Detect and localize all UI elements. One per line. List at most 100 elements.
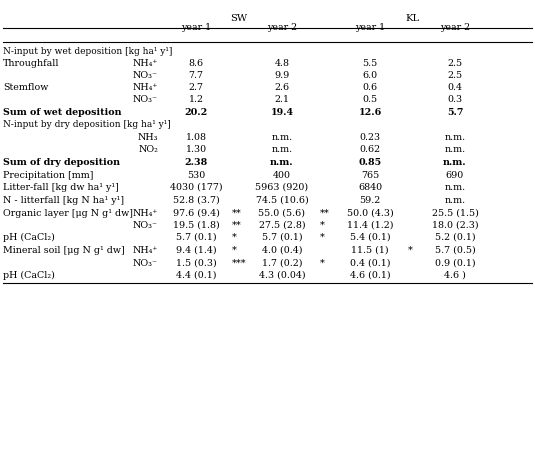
- Text: 7.7: 7.7: [188, 71, 203, 80]
- Text: NO₃⁻: NO₃⁻: [133, 95, 158, 104]
- Text: pH (CaCl₂): pH (CaCl₂): [3, 271, 55, 280]
- Text: 9.4 (1.4): 9.4 (1.4): [175, 246, 216, 255]
- Text: NH₄⁺: NH₄⁺: [133, 246, 158, 255]
- Text: Sum of dry deposition: Sum of dry deposition: [3, 158, 120, 167]
- Text: 5.2 (0.1): 5.2 (0.1): [434, 233, 475, 242]
- Text: 2.7: 2.7: [188, 83, 203, 92]
- Text: NH₄⁺: NH₄⁺: [133, 83, 158, 92]
- Text: 0.5: 0.5: [362, 95, 378, 104]
- Text: 0.6: 0.6: [362, 83, 378, 92]
- Text: *: *: [408, 246, 413, 255]
- Text: 2.1: 2.1: [274, 95, 289, 104]
- Text: SW: SW: [231, 14, 248, 23]
- Text: NO₃⁻: NO₃⁻: [133, 71, 158, 80]
- Text: year 2: year 2: [267, 23, 297, 32]
- Text: pH (CaCl₂): pH (CaCl₂): [3, 233, 55, 242]
- Text: 0.85: 0.85: [358, 158, 381, 167]
- Text: n.m.: n.m.: [445, 183, 465, 192]
- Text: Throughfall: Throughfall: [3, 59, 59, 68]
- Text: NH₄⁺: NH₄⁺: [133, 59, 158, 68]
- Text: 4.6 (0.1): 4.6 (0.1): [350, 271, 391, 280]
- Text: 12.6: 12.6: [358, 108, 381, 117]
- Text: 9.9: 9.9: [274, 71, 289, 80]
- Text: 20.2: 20.2: [185, 108, 208, 117]
- Text: n.m.: n.m.: [445, 145, 465, 154]
- Text: NH₃: NH₃: [137, 133, 158, 142]
- Text: NO₂: NO₂: [138, 145, 158, 154]
- Text: 0.9 (0.1): 0.9 (0.1): [434, 259, 475, 268]
- Text: 11.4 (1.2): 11.4 (1.2): [347, 221, 393, 230]
- Text: **: **: [232, 209, 242, 218]
- Text: n.m.: n.m.: [445, 133, 465, 142]
- Text: 4.4 (0.1): 4.4 (0.1): [176, 271, 216, 280]
- Text: 1.08: 1.08: [186, 133, 207, 142]
- Text: 1.5 (0.3): 1.5 (0.3): [175, 259, 216, 268]
- Text: 5.7 (0.1): 5.7 (0.1): [175, 233, 216, 242]
- Text: Precipitation [mm]: Precipitation [mm]: [3, 171, 94, 180]
- Text: 2.38: 2.38: [185, 158, 208, 167]
- Text: 1.7 (0.2): 1.7 (0.2): [262, 259, 302, 268]
- Text: 52.8 (3.7): 52.8 (3.7): [173, 196, 219, 205]
- Text: 0.23: 0.23: [360, 133, 380, 142]
- Text: **: **: [320, 209, 330, 218]
- Text: 5.5: 5.5: [362, 59, 378, 68]
- Text: Organic layer [μg N g¹ dw]: Organic layer [μg N g¹ dw]: [3, 209, 133, 218]
- Text: N - litterfall [kg N ha¹ y¹]: N - litterfall [kg N ha¹ y¹]: [3, 196, 124, 205]
- Text: Mineral soil [μg N g¹ dw]: Mineral soil [μg N g¹ dw]: [3, 246, 125, 255]
- Text: n.m.: n.m.: [271, 133, 293, 142]
- Text: year 1: year 1: [181, 23, 211, 32]
- Text: 97.6 (9.4): 97.6 (9.4): [173, 209, 219, 218]
- Text: *: *: [232, 233, 237, 242]
- Text: 4.0 (0.4): 4.0 (0.4): [262, 246, 302, 255]
- Text: 4.8: 4.8: [274, 59, 289, 68]
- Text: 6.0: 6.0: [362, 71, 378, 80]
- Text: 6840: 6840: [358, 183, 382, 192]
- Text: 8.6: 8.6: [188, 59, 203, 68]
- Text: 765: 765: [361, 171, 379, 180]
- Text: NO₃⁻: NO₃⁻: [133, 259, 158, 268]
- Text: 2.5: 2.5: [447, 59, 463, 68]
- Text: 11.5 (1): 11.5 (1): [351, 246, 389, 255]
- Text: 19.4: 19.4: [270, 108, 294, 117]
- Text: 59.2: 59.2: [360, 196, 380, 205]
- Text: Stemflow: Stemflow: [3, 83, 48, 92]
- Text: NO₃⁻: NO₃⁻: [133, 221, 158, 230]
- Text: 0.4 (0.1): 0.4 (0.1): [350, 259, 390, 268]
- Text: n.m.: n.m.: [270, 158, 294, 167]
- Text: 5963 (920): 5963 (920): [255, 183, 309, 192]
- Text: year 1: year 1: [355, 23, 385, 32]
- Text: n.m.: n.m.: [271, 145, 293, 154]
- Text: 19.5 (1.8): 19.5 (1.8): [173, 221, 219, 230]
- Text: 5.7 (0.5): 5.7 (0.5): [434, 246, 476, 255]
- Text: NH₄⁺: NH₄⁺: [133, 209, 158, 218]
- Text: n.m.: n.m.: [443, 158, 467, 167]
- Text: 55.0 (5.6): 55.0 (5.6): [258, 209, 305, 218]
- Text: 25.5 (1.5): 25.5 (1.5): [432, 209, 478, 218]
- Text: 0.3: 0.3: [447, 95, 463, 104]
- Text: N-input by dry deposition [kg ha¹ y¹]: N-input by dry deposition [kg ha¹ y¹]: [3, 120, 171, 129]
- Text: Sum of wet deposition: Sum of wet deposition: [3, 108, 121, 117]
- Text: ***: ***: [232, 259, 247, 268]
- Text: N-input by wet deposition [kg ha¹ y¹]: N-input by wet deposition [kg ha¹ y¹]: [3, 47, 172, 56]
- Text: 2.5: 2.5: [447, 71, 463, 80]
- Text: 74.5 (10.6): 74.5 (10.6): [256, 196, 308, 205]
- Text: 690: 690: [446, 171, 464, 180]
- Text: 530: 530: [187, 171, 205, 180]
- Text: 5.7: 5.7: [447, 108, 463, 117]
- Text: 1.2: 1.2: [188, 95, 203, 104]
- Text: Litter-fall [kg dw ha¹ y¹]: Litter-fall [kg dw ha¹ y¹]: [3, 183, 119, 192]
- Text: 4030 (177): 4030 (177): [170, 183, 223, 192]
- Text: **: **: [232, 221, 242, 230]
- Text: 0.62: 0.62: [360, 145, 380, 154]
- Text: *: *: [320, 221, 325, 230]
- Text: *: *: [320, 233, 325, 242]
- Text: 1.30: 1.30: [186, 145, 207, 154]
- Text: 5.7 (0.1): 5.7 (0.1): [262, 233, 302, 242]
- Text: KL: KL: [406, 14, 419, 23]
- Text: 4.6 ): 4.6 ): [444, 271, 466, 280]
- Text: 18.0 (2.3): 18.0 (2.3): [432, 221, 478, 230]
- Text: 5.4 (0.1): 5.4 (0.1): [350, 233, 391, 242]
- Text: 2.6: 2.6: [274, 83, 289, 92]
- Text: 50.0 (4.3): 50.0 (4.3): [347, 209, 393, 218]
- Text: 400: 400: [273, 171, 291, 180]
